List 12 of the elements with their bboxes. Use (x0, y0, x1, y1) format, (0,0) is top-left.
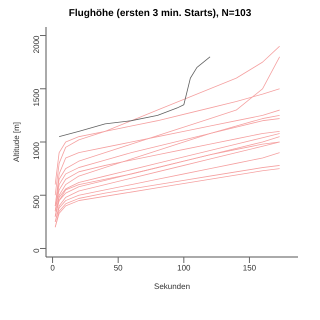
y-tick-label: 0 (32, 248, 41, 253)
x-tick-label: 0 (50, 264, 56, 273)
y-tick-label: 1000 (32, 141, 41, 160)
x-tick-label: 150 (242, 264, 257, 273)
y-axis-title: Altitude [m] (12, 122, 21, 162)
chart-title: Flughöhe (ersten 3 min. Starts), N=103 (68, 8, 252, 19)
x-axis-title: Sekunden (154, 282, 190, 291)
x-tick-label: 100 (177, 264, 192, 273)
x-tick-label: 50 (114, 264, 124, 273)
y-tick-label: 2000 (32, 34, 41, 54)
y-tick-label: 500 (32, 194, 41, 209)
y-tick-label: 1500 (32, 88, 41, 107)
